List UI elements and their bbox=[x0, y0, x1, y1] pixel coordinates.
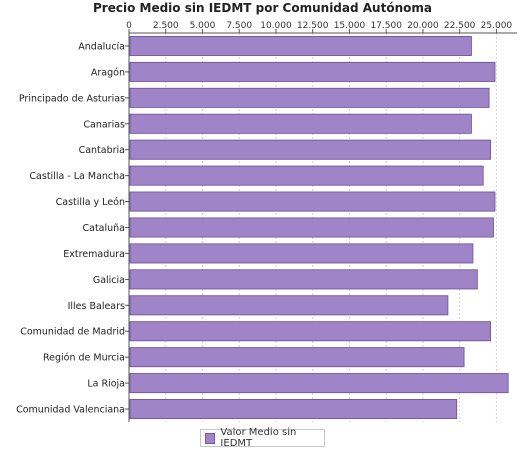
bar bbox=[129, 373, 509, 394]
x-tick-label: 20.000 bbox=[407, 21, 439, 31]
x-tick-label: 15.000 bbox=[334, 21, 366, 31]
bar bbox=[129, 347, 465, 368]
bar bbox=[129, 217, 494, 238]
bar bbox=[129, 295, 449, 316]
bar bbox=[129, 165, 484, 186]
x-tick-label: 22.500 bbox=[444, 21, 476, 31]
category-label: Canarias bbox=[83, 119, 125, 130]
category-label: Cantabria bbox=[79, 145, 125, 156]
bar bbox=[129, 269, 478, 290]
category-label: La Rioja bbox=[87, 379, 125, 390]
x-tick-label: 5.000 bbox=[190, 21, 216, 31]
x-tick-label: 0 bbox=[126, 21, 132, 31]
category-label: Región de Murcia bbox=[43, 353, 125, 364]
category-label: Andalucía bbox=[78, 41, 125, 52]
category-label: Castilla y León bbox=[56, 197, 125, 208]
legend-swatch bbox=[205, 432, 216, 444]
bar bbox=[129, 35, 472, 56]
bar bbox=[129, 61, 496, 82]
x-tick-label: 17.500 bbox=[370, 21, 402, 31]
bar bbox=[129, 139, 491, 160]
category-label: Galicia bbox=[93, 275, 125, 286]
x-tick-label: 2.500 bbox=[153, 21, 179, 31]
category-label: Principado de Asturias bbox=[19, 93, 125, 104]
bar bbox=[129, 243, 474, 264]
category-label: Cataluña bbox=[82, 223, 125, 234]
category-label: Comunidad Valenciana bbox=[16, 405, 125, 416]
bar bbox=[129, 399, 458, 420]
bar bbox=[129, 321, 491, 342]
category-label: Aragón bbox=[91, 67, 125, 78]
category-label: Extremadura bbox=[63, 249, 125, 260]
legend: Valor Medio sin IEDMT bbox=[200, 427, 325, 449]
category-label: Illes Balears bbox=[68, 301, 125, 312]
bar bbox=[129, 87, 490, 108]
category-label: Comunidad de Madrid bbox=[20, 327, 125, 338]
x-tick-label: 7.500 bbox=[226, 21, 252, 31]
x-tick-label: 12.500 bbox=[297, 21, 329, 31]
bar bbox=[129, 113, 472, 134]
x-tick-label: 25.000 bbox=[481, 21, 513, 31]
x-tick-label: 10.000 bbox=[260, 21, 292, 31]
legend-label: Valor Medio sin IEDMT bbox=[220, 427, 297, 449]
category-label: Castilla - La Mancha bbox=[29, 171, 125, 182]
bar bbox=[129, 191, 496, 212]
chart-title: Precio Medio sin IEDMT por Comunidad Aut… bbox=[93, 1, 432, 15]
